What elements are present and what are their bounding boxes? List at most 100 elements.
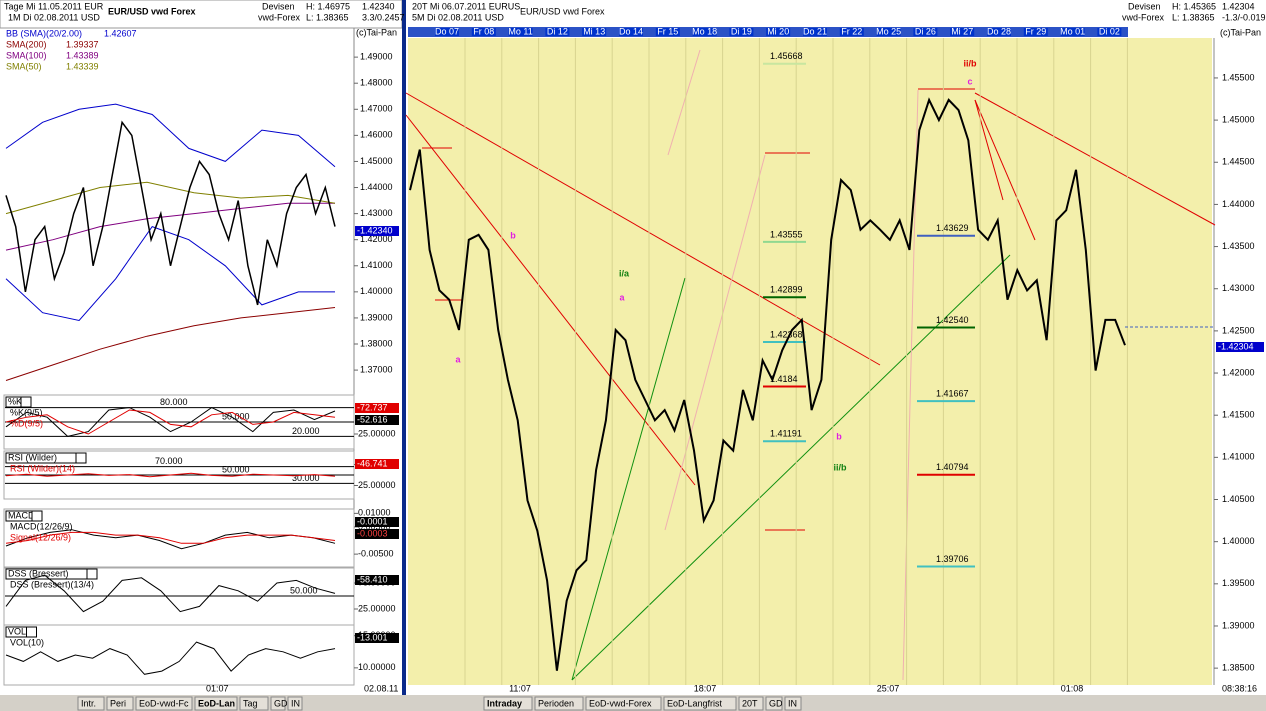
tab[interactable] [239,696,269,711]
value-box-text: -58.410 [357,574,388,584]
sma50-line [5,181,336,215]
tab[interactable] [270,696,286,711]
tab[interactable] [534,696,584,711]
y-tick-label: 1.48000 [360,78,393,88]
tab[interactable] [585,696,662,711]
tab[interactable] [483,696,533,711]
price-box [355,226,399,236]
x-tick-label: 01:07 [206,683,229,693]
tab[interactable] [106,696,134,711]
y-tick-label: 1.44500 [1222,157,1255,167]
date-chip [582,28,607,36]
y-tick-label: 1.42000 [1222,367,1255,377]
trend-lines [405,49,1216,681]
legend-entry: SMA(100) [6,50,47,60]
tab-label[interactable]: EoD-Lan [198,698,235,708]
tab-label[interactable]: GD [274,698,288,708]
date-label: Do 28 [987,26,1011,36]
y-tick-label: 1.41500 [1222,410,1255,420]
date-chip [803,28,827,36]
date-label: Di 26 [915,26,936,36]
level-label: 80.000 [160,397,188,407]
header-text: H: 1.46975 [306,1,350,11]
fib-label: 1.41191 [770,429,802,439]
header-text: 5M Di 02.08.2011 USD [412,12,504,22]
wave-label: ii/b [964,58,978,68]
date-label: 02.08.11 [364,683,398,693]
fib-label: 1.42899 [770,285,803,295]
y-tick-label: 1.38000 [360,338,393,348]
tab[interactable] [287,696,303,711]
tab-label[interactable]: Peri [110,698,126,708]
indicator-title: DSS (Bressert) [8,568,69,578]
trend-line [405,114,696,486]
indicator-button[interactable] [31,510,43,522]
header-text: 3.3/0.2457 [362,12,405,22]
tab-label[interactable]: Perioden [538,698,574,708]
tab-label[interactable]: Intraday [487,698,522,708]
date-chip [1023,28,1048,36]
date-label: Mo 18 [692,26,717,36]
tab[interactable] [194,696,238,711]
date-label: Mo 01 [1060,26,1085,36]
tab[interactable] [738,696,764,711]
header-text: -1.3/-0.019 [1222,12,1266,22]
date-chip [876,28,901,36]
price-line [5,120,336,306]
indicator-line [5,641,336,675]
indicator-button[interactable] [86,568,98,580]
tab-label[interactable]: EoD-vwd-Forex [589,698,652,708]
indicator-title: MACD [8,510,35,520]
tab-label[interactable]: Tag [243,698,258,708]
trend-line [974,99,1036,241]
tab-label[interactable]: Intr. [81,698,96,708]
copyright: (c)Tai-Pan [1220,27,1261,37]
wave-label: ii/b [834,462,848,472]
y-tick-label: 1.41000 [1222,452,1255,462]
y-tick-label: 1.39000 [360,312,393,322]
tab[interactable] [135,696,193,711]
legend-entry: MACD(12/26/9) [10,521,73,531]
trend-line [974,99,1004,201]
instrument: EUR/USD vwd Forex [108,6,196,16]
y-tick-label: 1.44000 [1222,199,1255,209]
tab-label[interactable]: 20T [742,698,758,708]
sma100-line [5,202,335,251]
tab-label[interactable]: IN [788,698,797,708]
indicator-button[interactable] [26,626,37,638]
splitter [402,0,406,711]
header-text: L: 1.38365 [1172,12,1215,22]
date-label: Di 19 [731,26,752,36]
tab[interactable] [77,696,105,711]
tab[interactable] [784,696,802,711]
date-chip [545,28,570,36]
tab[interactable] [663,696,737,711]
tab-label[interactable]: GD [769,698,783,708]
date-chip [692,28,717,36]
value-box [355,529,399,539]
date-label: Mo 11 [508,26,532,36]
wave-label: i/a [619,268,630,278]
wave-label: b [510,230,516,240]
right-plot-area [408,38,1212,685]
indicator-button[interactable] [75,452,87,464]
date-label: Mo 25 [876,26,901,36]
tab-label[interactable]: EoD-Langfrist [667,698,723,708]
fib-label: 1.43629 [936,223,969,233]
trend-line [571,254,1011,681]
x-tick-label: 18:07 [694,683,717,693]
tab[interactable] [765,696,783,711]
level-label: 50.000 [290,585,318,595]
fib-guide [664,154,766,531]
header-text: H: 1.45365 [1172,1,1216,11]
tab-label[interactable]: IN [291,698,300,708]
fib-label: 1.43555 [770,229,803,239]
date-label: Fr 22 [841,26,862,36]
indicator-button[interactable] [20,396,32,408]
date-chip [950,28,975,36]
y-tick-label: 25.00000 [358,603,396,613]
y-tick-label: 1.49000 [360,51,393,61]
date-label: Fr 08 [473,26,494,36]
indicator-line [5,407,336,437]
tab-label[interactable]: EoD-vwd-Fc [139,698,189,708]
